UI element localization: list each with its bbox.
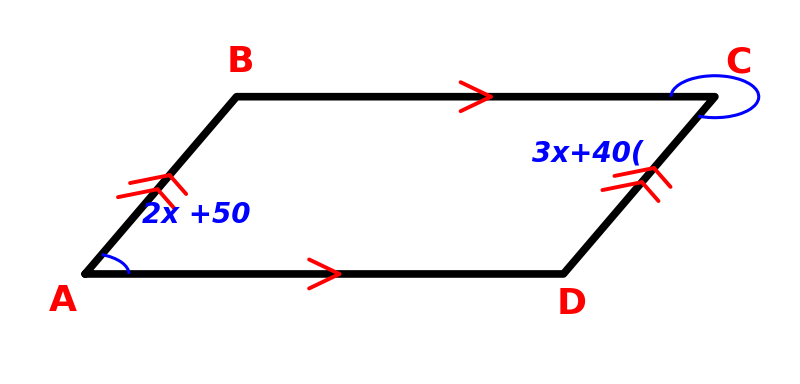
Text: D: D [557, 288, 586, 321]
Text: A: A [49, 284, 77, 318]
Text: C: C [726, 45, 752, 79]
Text: 3x+40(: 3x+40( [531, 140, 643, 168]
Text: 2x +50: 2x +50 [142, 201, 251, 229]
Text: B: B [227, 45, 254, 79]
